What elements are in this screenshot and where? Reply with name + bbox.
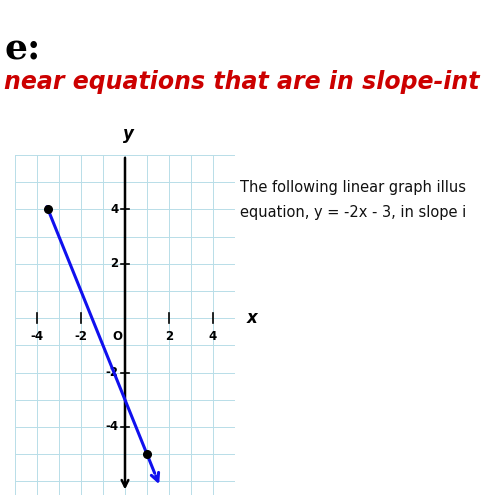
Text: near equations that are in slope-int: near equations that are in slope-int: [4, 70, 480, 94]
Text: The following linear graph illus: The following linear graph illus: [240, 180, 466, 195]
Text: -2: -2: [74, 330, 88, 344]
Text: 4: 4: [110, 203, 118, 216]
Text: 4: 4: [209, 330, 217, 344]
Text: -2: -2: [106, 366, 118, 379]
Text: -4: -4: [30, 330, 44, 344]
Text: -4: -4: [106, 420, 118, 434]
Text: equation, y = -2x - 3, in slope i: equation, y = -2x - 3, in slope i: [240, 205, 466, 220]
Text: y: y: [123, 125, 134, 143]
Text: 2: 2: [110, 258, 118, 270]
Text: e:: e:: [4, 32, 41, 66]
Text: O: O: [112, 330, 122, 344]
Text: 2: 2: [165, 330, 173, 344]
Text: x: x: [247, 309, 258, 327]
